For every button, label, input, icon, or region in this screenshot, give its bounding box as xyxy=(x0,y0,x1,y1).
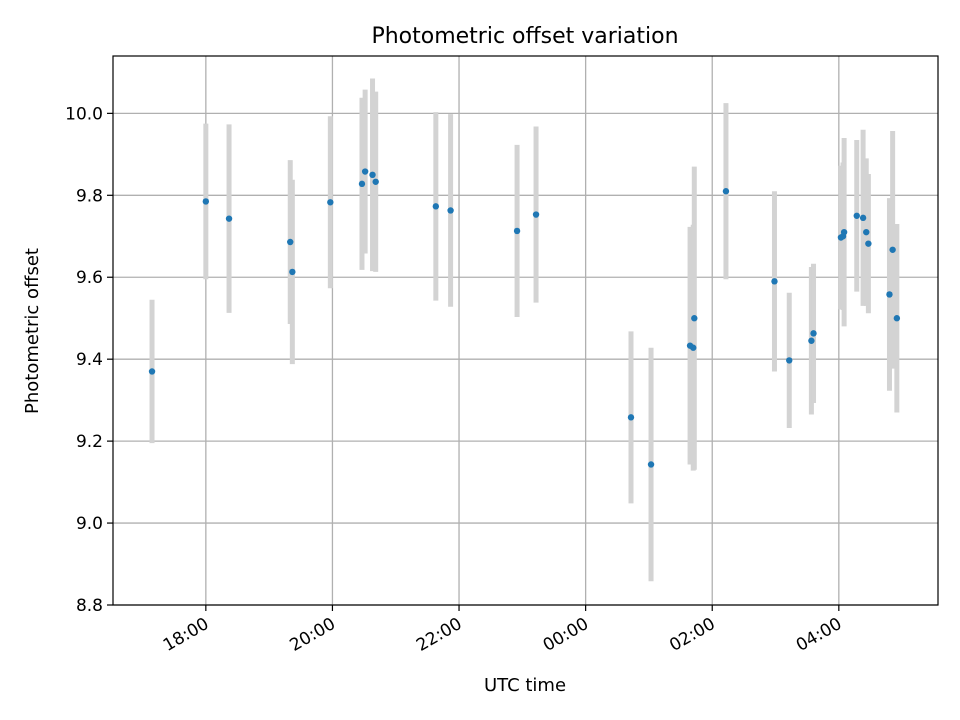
grid xyxy=(113,56,938,606)
y-axis: 8.8 9.0 9.2 9.4 9.6 9.8 10.0 xyxy=(65,104,113,616)
data-point xyxy=(361,168,369,175)
data-point xyxy=(810,330,817,337)
y-axis-label: Photometric offset xyxy=(22,248,43,414)
data-point xyxy=(369,171,376,179)
x-tick-label: 00:00 xyxy=(540,614,592,656)
data-point xyxy=(647,461,655,468)
x-tick-label: 04:00 xyxy=(793,614,845,656)
x-tick-label: 18:00 xyxy=(160,614,212,656)
data-point xyxy=(432,203,440,210)
y-tick-label: 9.6 xyxy=(76,268,103,288)
x-axis: 18:00 20:00 22:00 00:00 02:00 04:00 xyxy=(160,605,845,656)
data-point xyxy=(327,199,334,206)
data-point xyxy=(513,227,521,235)
data-point xyxy=(808,337,815,344)
y-tick-label: 10.0 xyxy=(65,104,103,124)
y-tick-label: 8.8 xyxy=(76,596,103,616)
data-point xyxy=(886,291,893,298)
error-bars xyxy=(149,78,900,582)
data-point xyxy=(225,215,233,222)
data-point xyxy=(771,278,778,285)
data-point xyxy=(289,268,296,276)
data-point xyxy=(893,315,901,322)
data-point xyxy=(863,228,870,236)
x-axis-label: UTC time xyxy=(484,675,566,696)
data-point xyxy=(372,178,379,185)
data-point xyxy=(532,211,540,218)
data-point xyxy=(358,180,366,188)
data-point xyxy=(627,414,635,421)
chart-title: Photometric offset variation xyxy=(371,24,678,49)
y-tick-label: 9.8 xyxy=(76,186,103,206)
y-tick-label: 9.0 xyxy=(76,514,103,534)
data-point xyxy=(287,238,294,246)
data-point xyxy=(865,240,872,247)
data-point xyxy=(722,188,730,195)
data-point xyxy=(859,214,867,222)
x-tick-label: 22:00 xyxy=(413,614,465,656)
data-point xyxy=(691,315,698,322)
plot-frame xyxy=(112,55,939,606)
data-point xyxy=(840,228,848,236)
x-tick-label: 02:00 xyxy=(666,614,718,656)
data-point xyxy=(447,207,454,214)
data-point xyxy=(889,246,896,253)
data-point xyxy=(853,212,860,219)
data-point xyxy=(690,344,697,351)
data-point xyxy=(148,368,156,375)
y-tick-label: 9.2 xyxy=(76,432,103,452)
x-tick-label: 20:00 xyxy=(287,614,339,656)
y-tick-label: 9.4 xyxy=(76,350,103,370)
data-point xyxy=(202,198,210,205)
data-point xyxy=(786,357,793,364)
data-points xyxy=(148,168,901,468)
